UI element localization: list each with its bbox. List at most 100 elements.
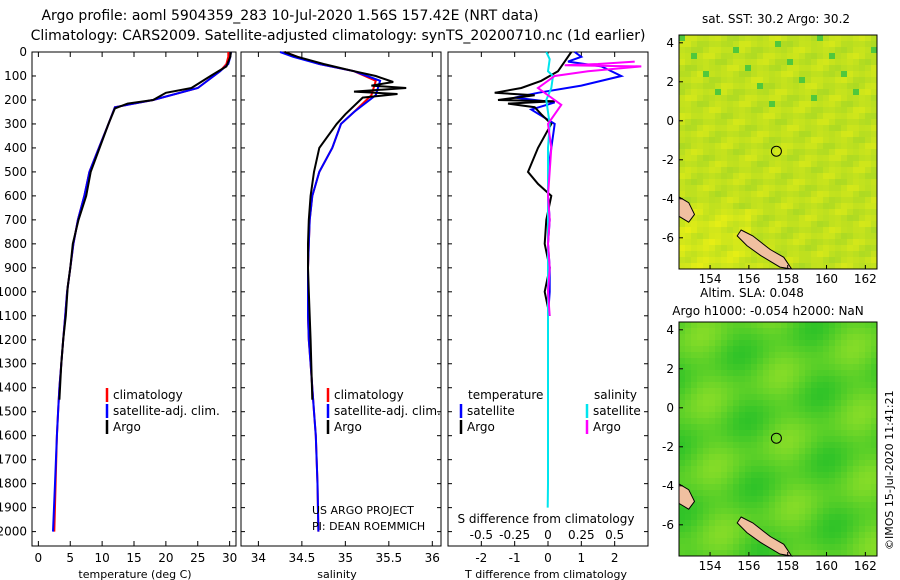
heatmap-cell — [847, 89, 854, 96]
heatmap-cell — [871, 143, 878, 150]
heatmap-cell — [865, 161, 872, 168]
heatmap-cell — [727, 209, 734, 216]
heatmap-cell — [703, 143, 710, 150]
heatmap-cell — [781, 532, 788, 539]
heatmap-cell — [691, 334, 698, 341]
lon-tick-label: 162 — [854, 559, 877, 573]
heatmap-cell — [697, 173, 704, 180]
heatmap-cell — [685, 532, 692, 539]
heatmap-cell — [697, 442, 704, 449]
lon-tick-label: 154 — [699, 559, 722, 573]
heatmap-cell — [733, 71, 740, 78]
heatmap-cell — [823, 59, 830, 66]
lon-tick-label: 158 — [776, 559, 799, 573]
heatmap-cell — [787, 89, 794, 96]
heatmap-cell — [847, 125, 854, 132]
heatmap-cell — [829, 203, 836, 210]
heatmap-cell — [817, 173, 824, 180]
heatmap-cell — [751, 77, 758, 84]
heatmap-cell — [757, 131, 764, 138]
heatmap-cell — [727, 41, 734, 48]
heatmap-cell — [775, 65, 782, 72]
heatmap-cell — [703, 173, 710, 180]
heatmap-cell — [769, 239, 776, 246]
heatmap-cell — [859, 41, 866, 48]
heatmap-cell — [763, 71, 770, 78]
heatmap-cell — [805, 191, 812, 198]
heatmap-cell — [829, 65, 836, 72]
heatmap-cell — [727, 520, 734, 527]
heatmap-cell — [817, 460, 824, 467]
heatmap-cell — [745, 346, 752, 353]
heatmap-cell — [727, 233, 734, 240]
heatmap-cell — [817, 472, 824, 479]
heatmap-cell — [721, 131, 728, 138]
heatmap-cell — [757, 412, 764, 419]
heatmap-cell — [679, 388, 686, 395]
heatmap-cell — [757, 328, 764, 335]
heatmap-cell — [727, 149, 734, 156]
heatmap-cell — [865, 239, 872, 246]
heatmap-cell — [703, 71, 710, 78]
s-difference-axis-label: S difference from climatology — [458, 512, 635, 526]
heatmap-cell — [787, 47, 794, 54]
heatmap-cell — [805, 101, 812, 108]
heatmap-cell — [751, 233, 758, 240]
heatmap-cell — [793, 532, 800, 539]
heatmap-cell — [709, 520, 716, 527]
heatmap-cell — [757, 179, 764, 186]
heatmap-cell — [721, 550, 728, 557]
heatmap-cell — [811, 466, 818, 473]
heatmap-cell — [781, 35, 788, 42]
heatmap-cell — [715, 532, 722, 539]
heatmap-cell — [859, 406, 866, 413]
sst-heatmap-cells — [679, 35, 878, 270]
depth-tick-label: 800 — [4, 237, 27, 251]
heatmap-cell — [811, 448, 818, 455]
heatmap-cell — [721, 83, 728, 90]
heatmap-cell — [799, 197, 806, 204]
heatmap-cell — [871, 215, 878, 222]
heatmap-cell — [691, 245, 698, 252]
heatmap-cell — [781, 394, 788, 401]
heatmap-cell — [865, 442, 872, 449]
heatmap-cell — [781, 466, 788, 473]
heatmap-cell — [721, 77, 728, 84]
heatmap-cell — [745, 322, 752, 329]
heatmap-cell — [775, 322, 782, 329]
heatmap-cell — [817, 370, 824, 377]
lat-tick-label: -2 — [662, 440, 674, 454]
heatmap-cell — [709, 478, 716, 485]
heatmap-cell — [715, 95, 722, 102]
heatmap-cell — [853, 209, 860, 216]
heatmap-cell — [739, 179, 746, 186]
heatmap-cell — [817, 424, 824, 431]
heatmap-cell — [823, 388, 830, 395]
heatmap-cell — [787, 412, 794, 419]
heatmap-cell — [841, 167, 848, 174]
heatmap-cell — [775, 125, 782, 132]
heatmap-cell — [841, 143, 848, 150]
heatmap-cell — [835, 47, 842, 54]
depth-tick-label: 1300 — [0, 357, 27, 371]
heatmap-cell — [697, 490, 704, 497]
heatmap-cell — [835, 532, 842, 539]
heatmap-cell — [715, 538, 722, 545]
heatmap-cell — [835, 185, 842, 192]
heatmap-cell — [709, 227, 716, 234]
heatmap-cell — [823, 508, 830, 515]
heatmap-cell — [823, 95, 830, 102]
heatmap-cell — [757, 430, 764, 437]
heatmap-cell — [697, 143, 704, 150]
heatmap-cell — [715, 346, 722, 353]
heatmap-cell — [763, 137, 770, 144]
heatmap-cell — [805, 227, 812, 234]
heatmap-cell — [757, 364, 764, 371]
heatmap-cell — [805, 388, 812, 395]
heatmap-cell — [721, 65, 728, 72]
heatmap-cell — [823, 484, 830, 491]
heatmap-cell — [733, 257, 740, 264]
heatmap-cell — [781, 460, 788, 467]
heatmap-cell — [745, 496, 752, 503]
heatmap-cell — [871, 185, 878, 192]
